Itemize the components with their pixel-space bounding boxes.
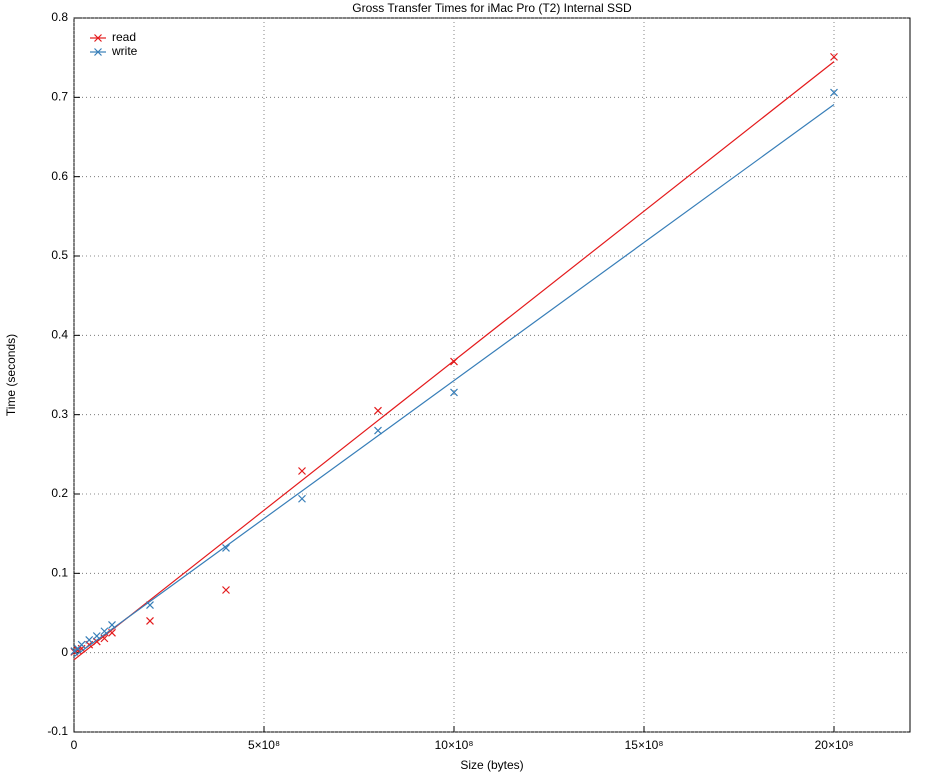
point [298,467,306,475]
point [146,617,154,625]
x-tick-label: 20×10⁸ [815,738,854,752]
x-tick-label: 10×10⁸ [435,738,474,752]
y-tick-label: 0.4 [51,328,68,342]
legend-label: read [112,30,136,44]
y-tick-label: 0.2 [51,486,68,500]
legend-marker [94,34,102,42]
point [146,601,154,609]
fit-line [73,103,835,658]
y-tick-label: 0 [61,645,68,659]
x-tick-label: 0 [71,738,78,752]
point [108,620,116,629]
plot-frame [73,17,911,733]
legend-marker [94,48,102,56]
point [830,88,838,97]
point [85,636,94,644]
point [450,357,458,366]
point [92,632,101,640]
legend-label: write [111,44,138,58]
x-tick-label: 15×10⁸ [625,738,664,752]
point [450,388,458,397]
chart-title: Gross Transfer Times for iMac Pro (T2) I… [352,1,632,15]
point [374,426,382,435]
point [70,647,79,656]
point [298,494,306,503]
y-tick-label: 0.1 [51,566,68,580]
x-axis-label: Size (bytes) [460,758,523,772]
point [222,544,230,552]
y-tick-label: 0.5 [51,248,68,262]
x-tick-label: 5×10⁸ [248,738,280,752]
y-tick-label: -0.1 [47,724,68,738]
y-tick-label: 0.6 [51,169,68,183]
point [77,640,86,649]
point [222,586,230,594]
y-tick-label: 0.3 [51,407,68,421]
y-axis-label: Time (seconds) [4,334,18,416]
y-tick-label: 0.8 [51,10,68,24]
y-tick-label: 0.7 [51,90,68,104]
point [830,52,838,61]
point [374,406,382,415]
point [92,637,101,646]
point [100,627,109,636]
